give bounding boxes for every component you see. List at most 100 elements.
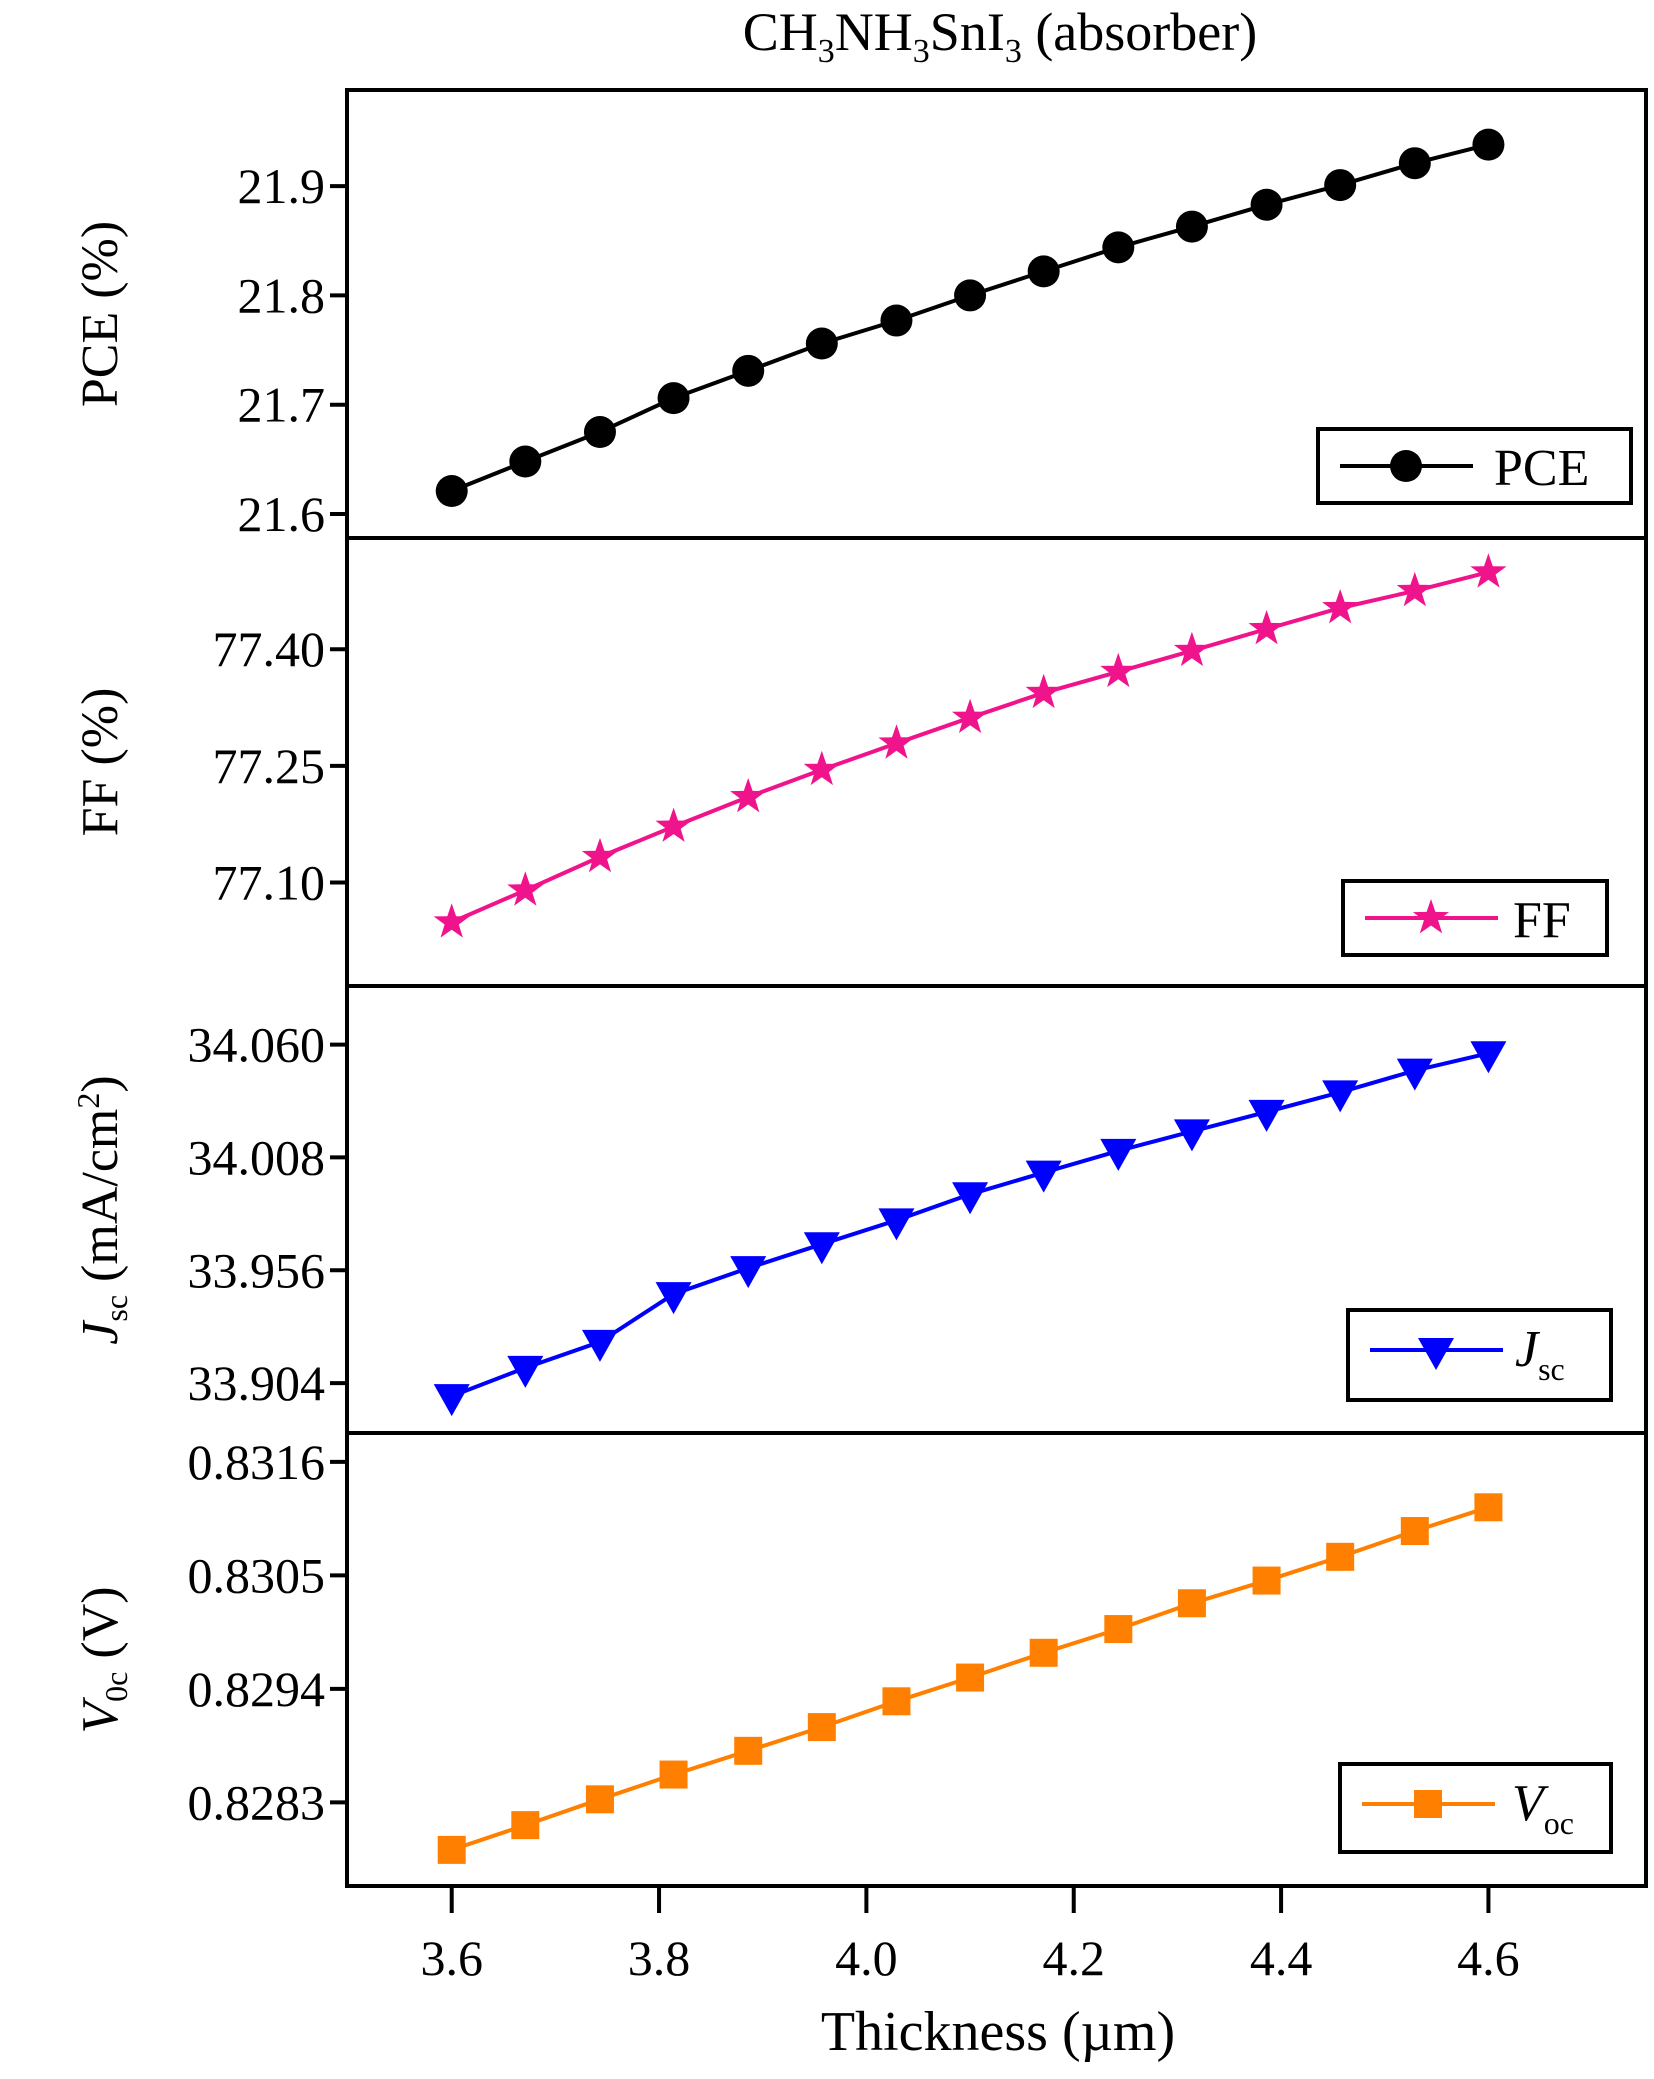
data-point-circle <box>954 279 987 312</box>
y-title-sup: 2 <box>70 1093 106 1109</box>
y-tick-label: 33.956 <box>188 1242 326 1298</box>
data-point-circle <box>583 416 616 449</box>
data-point-triangle <box>1322 1080 1359 1113</box>
data-point-square <box>585 1785 614 1814</box>
data-point-circle <box>509 445 542 478</box>
data-point-square <box>1400 1517 1429 1546</box>
title-part: CH <box>743 2 818 62</box>
data-point-square <box>956 1663 985 1692</box>
data-point-triangle <box>1396 1058 1433 1091</box>
data-point-circle <box>1027 255 1060 288</box>
data-point-square <box>1029 1638 1058 1667</box>
data-point-triangle <box>433 1384 470 1417</box>
data-point-star <box>1025 673 1062 709</box>
y-tick-label: 77.25 <box>213 738 326 794</box>
data-point-triangle <box>1248 1099 1285 1132</box>
data-point-triangle <box>581 1329 618 1362</box>
y-title-rest: (mA/cm <box>72 1109 129 1295</box>
legend-label: PCE <box>1494 440 1589 497</box>
y-tick-label: 33.904 <box>188 1355 326 1411</box>
y-tick-label: 0.8283 <box>188 1774 326 1830</box>
y-tick-label: 21.8 <box>238 267 326 323</box>
y-title-sub: sc <box>98 1295 134 1322</box>
data-point-circle <box>880 304 913 337</box>
y-axis-title-ff: FF (%) <box>72 688 129 837</box>
data-point-triangle <box>878 1208 915 1241</box>
legend-label: FF <box>1513 892 1571 949</box>
legend-ff: FF <box>1341 879 1609 957</box>
data-point-square <box>511 1811 540 1840</box>
data-point-triangle <box>1418 1338 1454 1370</box>
data-point-square <box>1326 1542 1355 1571</box>
title-part: SnI <box>930 2 1005 62</box>
title-part: NH <box>835 2 913 62</box>
y-tick-label: 0.8305 <box>188 1547 326 1603</box>
data-point-triangle <box>507 1355 544 1388</box>
legend-label: Voc <box>1512 1775 1574 1841</box>
data-point-square <box>882 1687 911 1716</box>
x-tick-label: 4.6 <box>1457 1930 1520 1986</box>
data-point-star <box>1412 899 1450 934</box>
title-sub: 3 <box>1005 33 1022 70</box>
y-tick-label: 0.8316 <box>188 1434 326 1490</box>
data-point-triangle <box>730 1256 767 1289</box>
data-point-star <box>878 724 915 759</box>
legend-pce: PCE <box>1316 427 1633 505</box>
data-point-star <box>1396 571 1433 607</box>
y-tick-label: 77.40 <box>213 621 326 677</box>
data-point-circle <box>805 327 838 360</box>
legend-voc: Voc <box>1338 1762 1613 1854</box>
data-point-square <box>1252 1566 1281 1595</box>
data-point-circle <box>1472 128 1505 161</box>
x-tick-label: 4.2 <box>1042 1930 1105 1986</box>
data-point-circle <box>1398 147 1431 180</box>
data-point-triangle <box>1470 1041 1507 1074</box>
data-point-square <box>807 1713 836 1742</box>
y-tick-label: 77.10 <box>213 855 326 911</box>
series-line <box>450 570 1489 925</box>
y-tick-label: 21.6 <box>238 486 326 542</box>
y-axis-title-pce: PCE (%) <box>72 221 129 407</box>
data-point-triangle <box>1173 1119 1210 1152</box>
title-sub: 3 <box>913 33 930 70</box>
data-point-circle <box>435 475 468 508</box>
data-point-square <box>1474 1493 1503 1522</box>
legend-label: Jsc <box>1515 1321 1565 1387</box>
data-point-square <box>659 1760 688 1789</box>
x-axis-title: Thickness (µm) <box>821 2001 1175 2063</box>
data-point-star <box>581 837 618 873</box>
data-point-star <box>1322 589 1359 624</box>
x-tick-label: 3.6 <box>420 1930 483 1986</box>
y-tick-label: 34.008 <box>188 1129 326 1185</box>
data-point-circle <box>732 354 765 387</box>
data-point-triangle <box>803 1232 840 1265</box>
data-point-square <box>1177 1589 1206 1618</box>
y-axis-title-voc: V0c (V) <box>72 1586 134 1733</box>
y-title-rest: (V) <box>72 1586 129 1671</box>
y-tick-label: 21.9 <box>238 158 326 214</box>
y-tick-label: 34.060 <box>188 1017 326 1073</box>
data-point-triangle <box>1100 1138 1137 1171</box>
title-sub: 3 <box>818 33 835 70</box>
data-point-triangle <box>1025 1160 1062 1193</box>
y-tick-label: 21.7 <box>238 377 326 433</box>
data-point-circle <box>657 382 690 415</box>
data-point-circle <box>1390 450 1422 482</box>
data-point-circle <box>1324 169 1357 202</box>
data-point-triangle <box>655 1282 692 1315</box>
y-title-main: J <box>72 1319 129 1345</box>
data-point-triangle <box>952 1182 989 1215</box>
data-point-star <box>1470 553 1507 588</box>
title-part: (absorber) <box>1022 2 1257 62</box>
data-point-star <box>507 871 544 906</box>
data-point-star <box>1248 610 1285 645</box>
data-point-circle <box>1175 210 1208 243</box>
chart-title: CH3NH3SnI3 (absorber) <box>743 2 1257 70</box>
y-axis-title-jsc: Jsc (mA/cm2) <box>70 1075 134 1344</box>
data-point-star <box>803 750 840 786</box>
data-point-square <box>1414 1790 1442 1818</box>
data-point-circle <box>1102 231 1135 264</box>
x-tick-label: 3.8 <box>628 1930 691 1986</box>
data-point-square <box>1104 1615 1133 1644</box>
data-point-star <box>730 778 767 813</box>
